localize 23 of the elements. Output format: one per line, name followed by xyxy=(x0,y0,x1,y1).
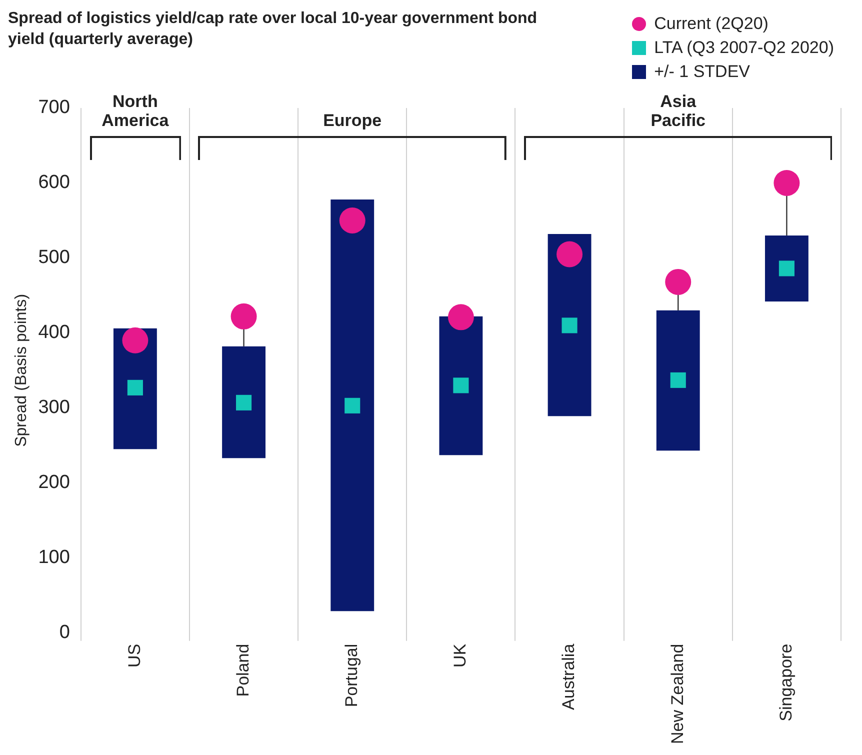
y-axis-title: Spread (Basis points) xyxy=(13,294,30,447)
y-tick-label: 400 xyxy=(38,322,70,344)
y-tick-label: 700 xyxy=(38,97,70,118)
y-tick-label: 100 xyxy=(38,547,70,568)
x-tick-label: Poland xyxy=(233,644,252,697)
y-tick-label: 300 xyxy=(38,397,70,418)
x-tick-label: UK xyxy=(450,643,470,668)
annotation: North America xyxy=(100,92,170,130)
y-tick-label: 200 xyxy=(38,472,70,494)
x-tick-label: Singapore xyxy=(776,644,796,722)
y-tick-label: 500 xyxy=(38,247,70,268)
legend-label: +/- 1 STDEV xyxy=(654,61,750,83)
x-tick-label: Australia xyxy=(559,643,578,710)
x-tick-label: Portugal xyxy=(342,644,362,708)
annotation: Asia Pacific xyxy=(650,92,707,130)
y-tick-label: 600 xyxy=(38,172,70,194)
y-tick-label: 0 xyxy=(59,622,70,644)
legend-label: Current (2Q20) xyxy=(654,13,768,35)
x-tick-label: New Zealand xyxy=(668,644,687,744)
annotation: Europe xyxy=(323,111,382,130)
legend-label: LTA (Q3 2007-Q2 2020) xyxy=(654,37,834,59)
x-tick-label: US xyxy=(124,644,144,668)
chart-title: Spread of logistics yield/cap rate over local 10-year government bond yield (quarterly average) xyxy=(8,9,538,50)
